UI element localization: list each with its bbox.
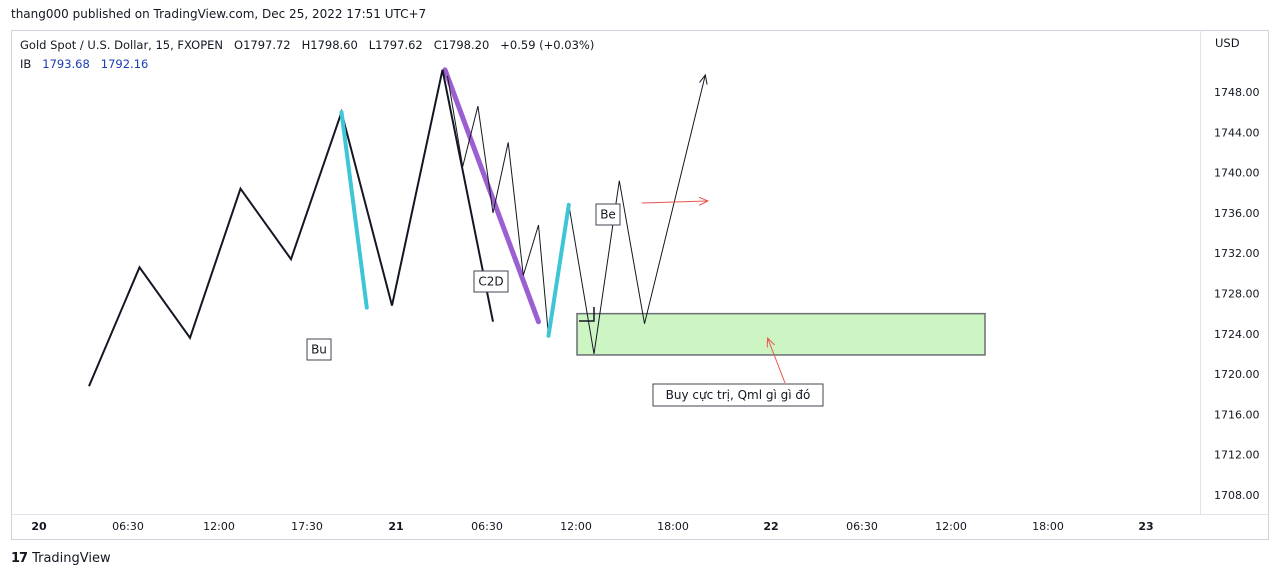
price-tick-label: 1748.00 bbox=[1214, 86, 1260, 99]
tradingview-logo-icon: 17 bbox=[11, 551, 28, 566]
indicator-value-2: 1792.16 bbox=[100, 57, 149, 71]
time-tick-label: 12:00 bbox=[935, 520, 967, 533]
label-text: Be bbox=[600, 208, 616, 222]
annotation-labels: Bu C2D Be Buy cực trị, Qml gì gì đó bbox=[306, 203, 824, 407]
ohlc-low: L1797.62 bbox=[368, 38, 423, 52]
time-tick-label: 21 bbox=[388, 520, 403, 533]
red-arrow-line[interactable] bbox=[641, 201, 707, 203]
label-text: Buy cực trị, Qml gì gì đó bbox=[666, 388, 811, 402]
purple-leg-line[interactable] bbox=[442, 67, 541, 325]
time-tick-label: 18:00 bbox=[657, 520, 689, 533]
price-tick-label: 1712.00 bbox=[1214, 449, 1260, 462]
ohlc-close: C1798.20 bbox=[433, 38, 490, 52]
chart-frame bbox=[11, 30, 1269, 540]
price-tick-label: 1720.00 bbox=[1214, 368, 1260, 381]
projection-path-line[interactable] bbox=[447, 76, 706, 354]
footer: 17 TradingView bbox=[11, 551, 111, 566]
price-axis-divider bbox=[1200, 30, 1201, 515]
time-tick-label: 17:30 bbox=[291, 520, 323, 533]
indicator-legend[interactable]: IB 1793.68 1792.16 bbox=[20, 57, 148, 71]
price-tick-label: 1724.00 bbox=[1214, 328, 1260, 341]
publish-info: thang000 published on TradingView.com, D… bbox=[11, 7, 427, 21]
ohlc-high: H1798.60 bbox=[301, 38, 358, 52]
time-axis: 20 06:30 12:00 17:30 21 06:30 12:00 18:00 22 06:3… bbox=[31, 520, 1153, 533]
symbol-legend[interactable]: Gold Spot / U.S. Dollar, 15, FXOPEN O179… bbox=[20, 38, 594, 52]
ohlc-open: O1797.72 bbox=[234, 38, 291, 52]
ohlc-change: +0.59 (+0.03%) bbox=[500, 38, 595, 52]
drawing-lines bbox=[88, 67, 786, 387]
time-tick-label: 23 bbox=[1138, 520, 1153, 533]
time-tick-label: 18:00 bbox=[1032, 520, 1064, 533]
time-axis-divider bbox=[11, 514, 1269, 515]
indicator-name[interactable]: IB bbox=[20, 57, 32, 71]
label-text: Bu bbox=[311, 343, 327, 357]
red-arrow-line[interactable] bbox=[768, 339, 786, 384]
price-tick-label: 1736.00 bbox=[1214, 207, 1260, 220]
label-box[interactable] bbox=[473, 270, 509, 293]
label-text: C2D bbox=[478, 275, 503, 289]
price-tick-label: 1732.00 bbox=[1214, 247, 1260, 260]
indicator-value-1: 1793.68 bbox=[42, 57, 90, 71]
footer-brand: TradingView bbox=[32, 551, 111, 566]
price-tick-label: 1740.00 bbox=[1214, 167, 1260, 180]
currency-label[interactable]: USD bbox=[1215, 36, 1240, 50]
main-zigzag-line[interactable] bbox=[88, 69, 494, 387]
time-tick-label: 22 bbox=[763, 520, 778, 533]
time-tick-label: 06:30 bbox=[112, 520, 144, 533]
label-box[interactable] bbox=[306, 338, 332, 361]
price-axis: 1748.00 1744.00 1740.00 1736.00 1732.00 1728.… bbox=[1214, 86, 1260, 502]
cyan-leg-line[interactable] bbox=[339, 110, 369, 310]
label-box[interactable] bbox=[595, 203, 621, 226]
demand-zone-rect[interactable] bbox=[576, 312, 986, 356]
cyan-leg-line[interactable] bbox=[546, 202, 571, 338]
time-tick-label: 06:30 bbox=[846, 520, 878, 533]
time-tick-label: 12:00 bbox=[560, 520, 592, 533]
price-tick-label: 1716.00 bbox=[1214, 408, 1260, 421]
label-box[interactable] bbox=[652, 383, 824, 407]
price-tick-label: 1744.00 bbox=[1214, 126, 1260, 139]
symbol-name[interactable]: Gold Spot / U.S. Dollar, 15, FXOPEN bbox=[20, 38, 224, 52]
price-tick-label: 1728.00 bbox=[1214, 288, 1260, 301]
pivot-marker bbox=[579, 307, 595, 322]
time-tick-label: 20 bbox=[31, 520, 47, 533]
time-tick-label: 12:00 bbox=[203, 520, 235, 533]
time-tick-label: 06:30 bbox=[471, 520, 503, 533]
price-tick-label: 1708.00 bbox=[1214, 489, 1260, 502]
